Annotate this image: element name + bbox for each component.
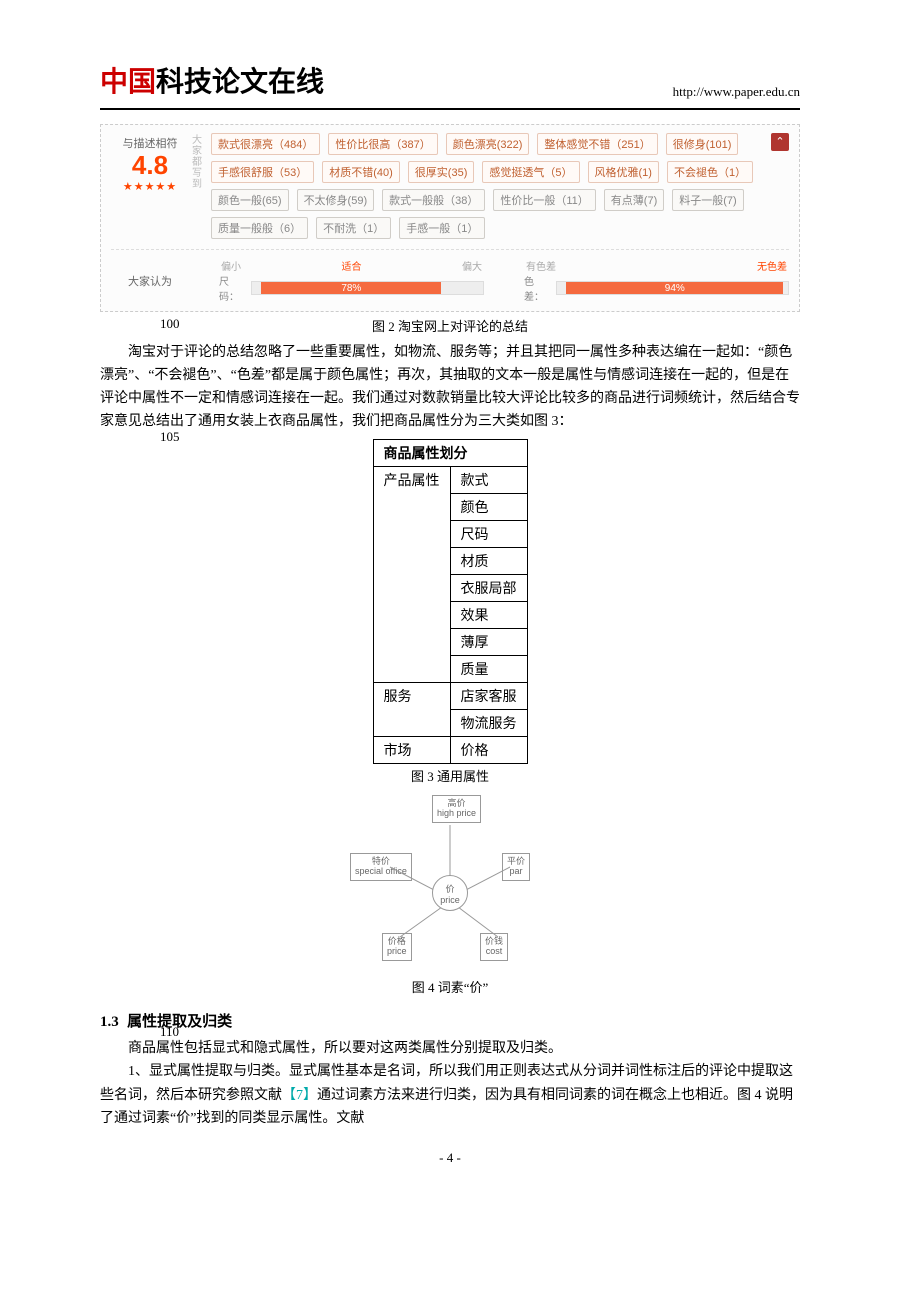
table-row: 市场价格 xyxy=(373,737,527,764)
review-tag[interactable]: 款式一般般（38） xyxy=(382,189,485,211)
table-row: 服务店家客服 xyxy=(373,683,527,710)
line-number-100: 100 xyxy=(160,316,180,332)
score-column: 与描述相符 4.8 ★★★★★ xyxy=(111,133,189,193)
review-tag[interactable]: 感觉挺透气（5） xyxy=(482,161,579,183)
figure-4-caption: 图 4 词素“价” xyxy=(100,977,800,996)
header-rule xyxy=(100,108,800,110)
review-tag[interactable]: 款式很漂亮（484） xyxy=(211,133,320,155)
review-tag[interactable]: 料子一般(7) xyxy=(672,189,743,211)
table-row: 产品属性款式 xyxy=(373,467,527,494)
page-header: 中国 科技论文在线 http://www.paper.edu.cn xyxy=(100,60,800,100)
header-url: http://www.paper.edu.cn xyxy=(673,84,800,100)
review-tag[interactable]: 整体感觉不错（251） xyxy=(537,133,657,155)
line-number-105: 105 xyxy=(160,429,180,445)
paragraph-3: 1、显式属性提取与归类。显式属性基本是名词，所以我们用正则表达式从分词并词性标注… xyxy=(100,1060,800,1129)
score-label: 与描述相符 xyxy=(111,135,189,151)
review-tag[interactable]: 风格优雅(1) xyxy=(588,161,659,183)
line-number-110: 110 xyxy=(160,1024,179,1040)
review-tag[interactable]: 很修身(101) xyxy=(666,133,739,155)
bar-unit: 有色差无色差色差：94% xyxy=(524,258,789,303)
logo-black-text: 科技论文在线 xyxy=(156,60,324,100)
bar-group: 偏小适合偏大尺码：78% 有色差无色差色差：94% xyxy=(219,258,789,303)
fig4-center-en: price xyxy=(433,895,467,905)
tags-vertical-label: 大家都写到 xyxy=(189,133,205,190)
review-tag[interactable]: 有点薄(7) xyxy=(604,189,664,211)
score-value: 4.8 xyxy=(111,151,189,180)
fig4-center-zh: 价 xyxy=(433,882,467,895)
section-1-3-heading: 1.3 属性提取及归类 xyxy=(100,1010,800,1031)
review-tag[interactable]: 性价比一般（11） xyxy=(493,189,595,211)
figure-2-review-box: 与描述相符 4.8 ★★★★★ 大家都写到 款式很漂亮（484） 性价比很高（38… xyxy=(100,124,800,312)
review-tag[interactable]: 颜色漂亮(322) xyxy=(446,133,530,155)
heading-number: 1.3 xyxy=(100,1014,119,1030)
review-tag[interactable]: 材质不错(40) xyxy=(322,161,400,183)
score-stars: ★★★★★ xyxy=(111,180,189,193)
review-tag[interactable]: 手感很舒服（53） xyxy=(211,161,314,183)
site-logo: 中国 科技论文在线 xyxy=(100,60,324,100)
figure-3-table: 商品属性划分产品属性款式颜色尺码材质衣服局部效果薄厚质量服务店家客服物流服务市场… xyxy=(373,439,528,764)
review-tag[interactable]: 颜色一般(65) xyxy=(211,189,289,211)
review-tag[interactable]: 不会褪色（1） xyxy=(667,161,753,183)
review-tag[interactable]: 性价比很高（387） xyxy=(328,133,437,155)
paragraph-1: 淘宝对于评论的总结忽略了一些重要属性，如物流、服务等；并且其把同一属性多种表达编… xyxy=(100,341,800,433)
logo-red-text: 中国 xyxy=(100,60,156,100)
review-tag[interactable]: 不太修身(59) xyxy=(297,189,375,211)
figure-4-diagram: 价 price 高价high price特价special office平价pa… xyxy=(350,795,550,975)
paragraph-2: 商品属性包括显式和隐式属性，所以要对这两类属性分别提取及归类。 xyxy=(100,1037,800,1060)
reference-7: 【7】 xyxy=(282,1088,317,1103)
consensus-label: 大家认为 xyxy=(111,273,189,289)
table-header: 商品属性划分 xyxy=(373,440,527,467)
collapse-icon[interactable]: ⌃ xyxy=(771,133,789,151)
figure-3-caption: 图 3 通用属性 xyxy=(100,766,800,785)
review-tag[interactable]: 很厚实(35) xyxy=(408,161,475,183)
review-tag[interactable]: 不耐洗（1） xyxy=(316,217,391,239)
review-tag[interactable]: 手感一般（1） xyxy=(399,217,485,239)
bar-unit: 偏小适合偏大尺码：78% xyxy=(219,258,484,303)
tags-container: 款式很漂亮（484） 性价比很高（387） 颜色漂亮(322) 整体感觉不错（251）… xyxy=(205,133,771,239)
figure-2-caption: 图 2 淘宝网上对评论的总结 xyxy=(100,316,800,335)
review-tag[interactable]: 质量一般般（6） xyxy=(211,217,308,239)
page-number: - 4 - xyxy=(100,1150,800,1166)
heading-title: 属性提取及归类 xyxy=(127,1013,232,1030)
